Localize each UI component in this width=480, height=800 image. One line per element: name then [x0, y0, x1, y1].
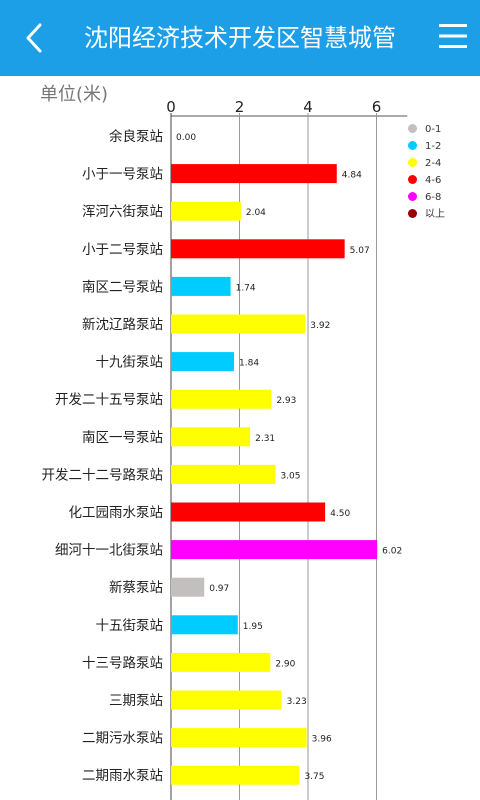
legend-label: 2-4: [425, 158, 442, 169]
x-tick-label: 0: [166, 98, 176, 116]
chevron-left-icon: [26, 23, 42, 53]
bar: [171, 690, 282, 710]
bar: [171, 728, 307, 748]
category-label: 开发二十二号路泵站: [42, 467, 164, 483]
bar: [171, 765, 300, 785]
category-label: 浑河六街泵站: [82, 204, 163, 220]
bar: [171, 577, 205, 597]
category-label: 细河十一北街泵站: [55, 543, 163, 559]
bar: [171, 427, 251, 447]
category-label: 南区二号泵站: [82, 279, 163, 295]
category-label: 新蔡泵站: [109, 580, 163, 596]
bar: [171, 652, 271, 672]
legend-swatch: [408, 140, 417, 150]
value-label: 2.04: [246, 208, 266, 218]
legend-swatch: [408, 174, 417, 184]
chart-legend: 0-1 1-2 2-4 4-6 6-8 以上: [408, 121, 445, 223]
value-label: 5.07: [350, 246, 370, 256]
legend-swatch: [408, 157, 417, 167]
bar: [171, 276, 231, 296]
legend-swatch: [408, 191, 417, 201]
value-label: 0.00: [176, 133, 196, 143]
category-label: 二期雨水泵站: [82, 768, 163, 784]
legend-swatch: [408, 208, 417, 218]
category-label: 三期泵站: [109, 693, 163, 709]
app-header: 沈阳经济技术开发区智慧城管: [0, 0, 480, 76]
category-label: 小于一号泵站: [82, 167, 163, 183]
x-tick-label: 2: [235, 98, 245, 116]
value-label: 0.97: [209, 584, 229, 594]
category-label: 南区一号泵站: [82, 430, 163, 446]
menu-button[interactable]: [438, 18, 468, 54]
legend-label: 4-6: [425, 175, 442, 186]
value-label: 1.74: [236, 283, 256, 293]
bar: [171, 314, 306, 334]
category-label: 十三号路泵站: [82, 655, 163, 671]
value-label: 4.50: [330, 509, 350, 519]
value-label: 2.31: [255, 434, 275, 444]
value-label: 3.96: [312, 735, 332, 745]
hamburger-menu-icon: [439, 24, 467, 48]
legend-label: 1-2: [425, 141, 442, 152]
value-label: 4.84: [342, 171, 362, 181]
value-label: 1.95: [243, 622, 263, 632]
legend-item: 6-8: [408, 189, 445, 206]
bar: [171, 239, 345, 259]
bar: [171, 540, 378, 560]
legend-label: 6-8: [425, 192, 442, 203]
legend-item: 4-6: [408, 172, 445, 189]
bar: [171, 615, 238, 635]
value-label: 3.75: [304, 772, 324, 782]
category-label: 二期污水泵站: [82, 731, 163, 747]
value-label: 2.93: [276, 396, 296, 406]
category-label: 新沈辽路泵站: [82, 317, 163, 333]
legend-item: 0-1: [408, 121, 445, 138]
category-label: 化工园雨水泵站: [69, 505, 164, 521]
bar: [171, 502, 326, 522]
x-tick-label: 6: [372, 98, 382, 116]
legend-label: 0-1: [425, 124, 442, 135]
value-label: 3.05: [280, 471, 300, 481]
value-label: 2.90: [275, 659, 295, 669]
legend-swatch: [408, 123, 417, 133]
value-label: 1.84: [239, 359, 259, 369]
category-label: 小于二号泵站: [82, 242, 163, 258]
category-label: 十九街泵站: [96, 355, 164, 371]
bar: [171, 201, 241, 221]
legend-item: 以上: [408, 206, 445, 223]
value-label: 3.23: [287, 697, 307, 707]
category-label: 十五街泵站: [96, 618, 164, 634]
x-tick-label: 4: [303, 98, 313, 116]
bar: [171, 389, 272, 409]
category-label: 开发二十五号泵站: [55, 392, 163, 408]
legend-item: 1-2: [408, 138, 445, 155]
legend-item: 2-4: [408, 155, 445, 172]
bar: [171, 464, 276, 484]
category-label: 余良泵站: [109, 128, 163, 145]
page-title: 沈阳经济技术开发区智慧城管: [84, 24, 396, 52]
unit-label: 单位(米): [40, 84, 109, 105]
value-label: 6.02: [382, 547, 402, 557]
bar: [171, 164, 337, 184]
legend-label: 以上: [425, 209, 445, 220]
back-button[interactable]: [18, 20, 54, 56]
value-label: 3.92: [310, 321, 330, 331]
bar: [171, 352, 235, 372]
